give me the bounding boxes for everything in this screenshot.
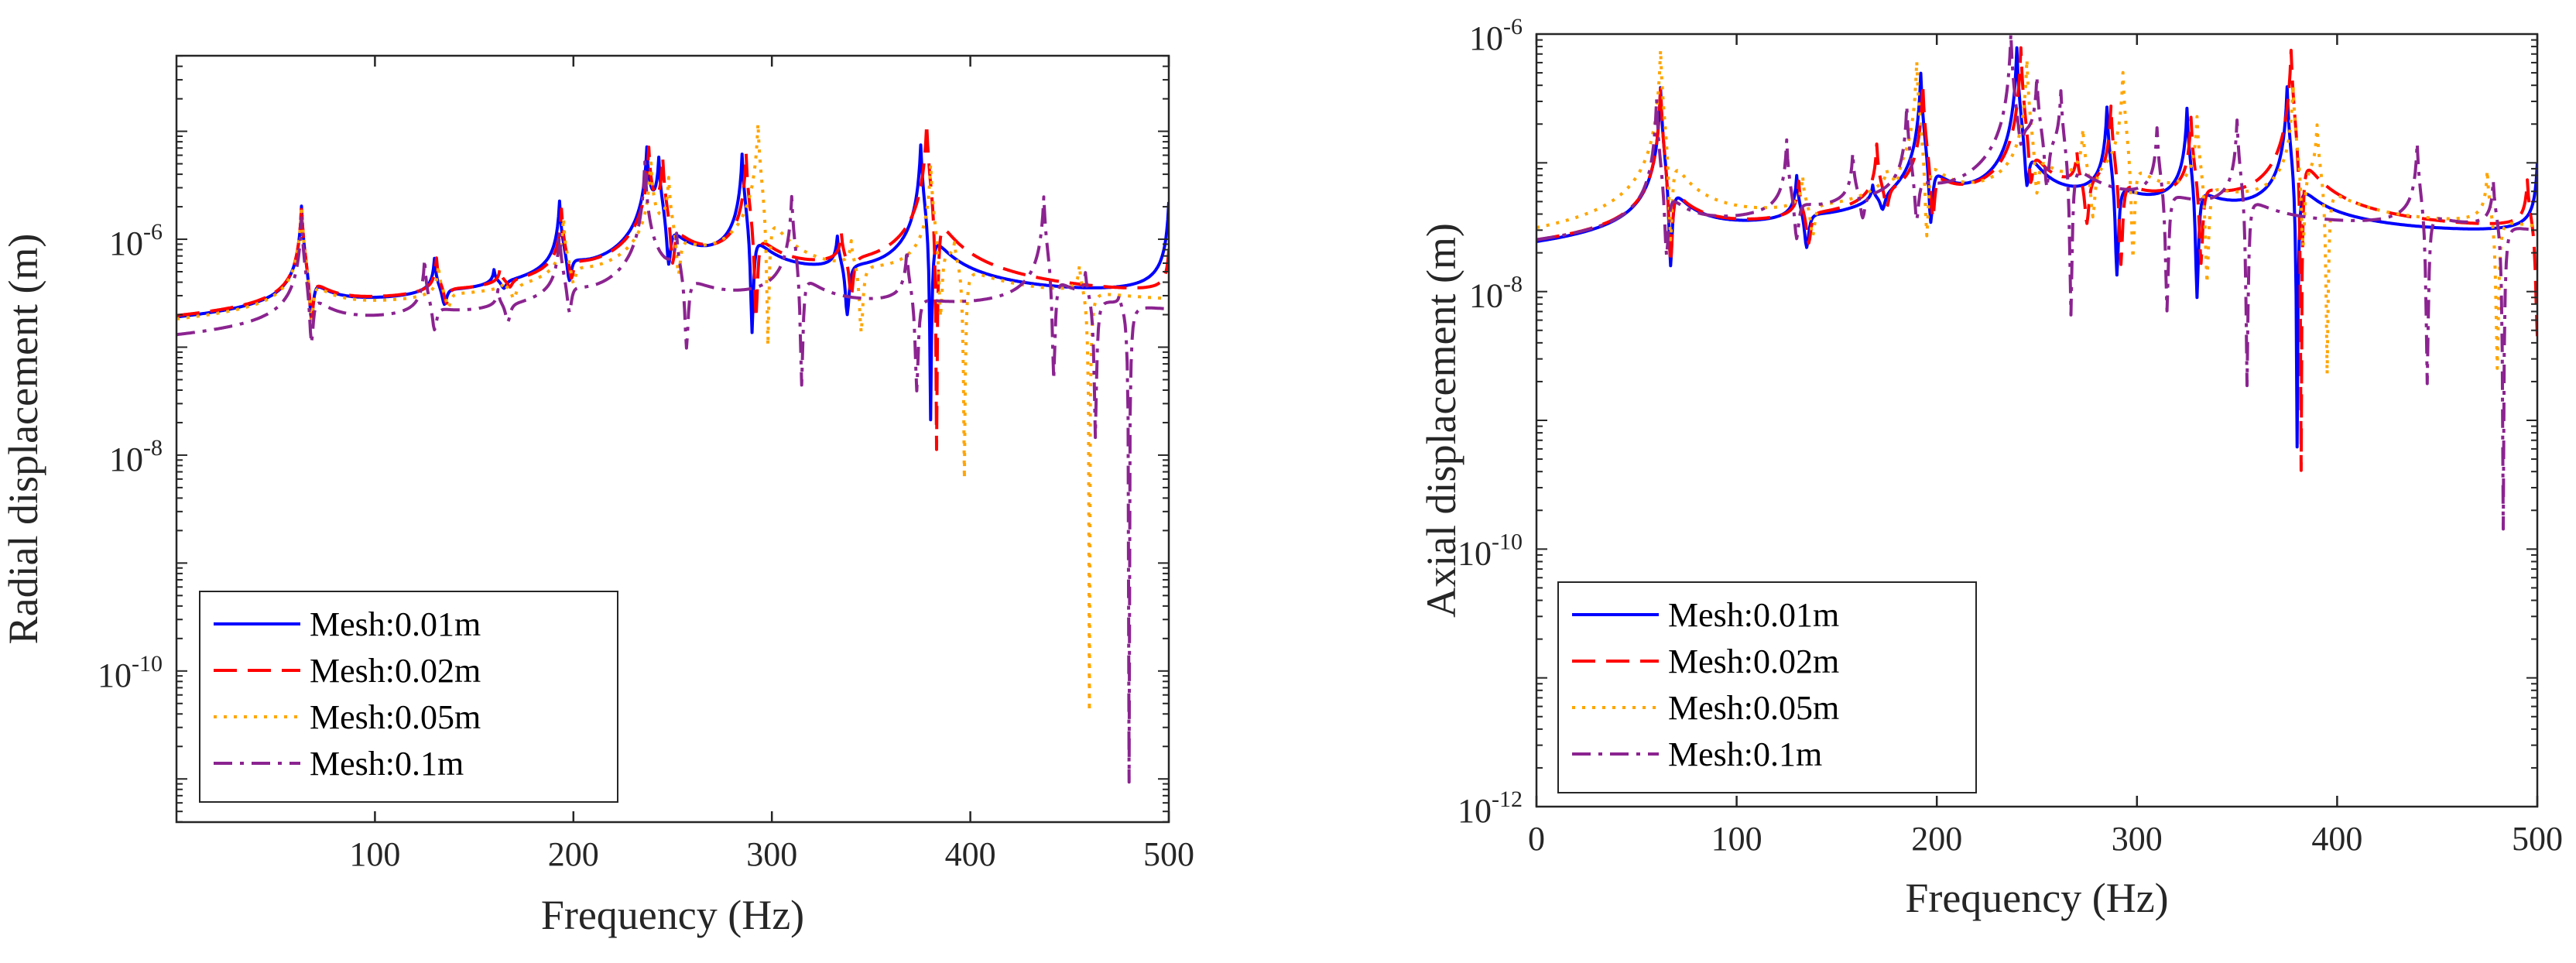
- x-tick-label: 0: [1528, 820, 1545, 858]
- series-lines: [176, 122, 1169, 784]
- series-line-mesh-0-01m: [176, 143, 1169, 422]
- y-tick-label: 10-12: [1458, 787, 1523, 830]
- series-line-mesh-0-05m: [1536, 48, 2537, 376]
- series-line-mesh-0-02m: [1536, 46, 2537, 472]
- legend-label: Mesh:0.02m: [1668, 643, 1839, 680]
- series-line-mesh-0-1m: [1536, 34, 2537, 531]
- chart-panel-1: 100 200 300 400 500 10-6 10-8 10-10 Frequency (H…: [0, 54, 1194, 938]
- y-tick-label: 10-6: [109, 219, 163, 262]
- legend-label: Mesh:0.05m: [310, 698, 481, 736]
- x-tick-label: 400: [2311, 820, 2362, 858]
- y-tick-label: 10-10: [1458, 529, 1523, 572]
- legend-label: Mesh:0.01m: [1668, 596, 1839, 634]
- x-tick-label: 200: [548, 835, 599, 873]
- legend-label: Mesh:0.01m: [310, 605, 481, 643]
- y-tick-label: 10-10: [98, 651, 163, 694]
- x-tick-label: 500: [2512, 820, 2563, 858]
- series-lines: [1536, 34, 2537, 531]
- legend-label: Mesh:0.02m: [310, 652, 481, 690]
- y-tick-label: 10-6: [1469, 14, 1523, 57]
- y-tick-label: 10-8: [109, 435, 163, 478]
- series-line-mesh-0-02m: [176, 122, 1169, 451]
- series-line-mesh-0-05m: [176, 122, 1169, 713]
- x-tick-label: 300: [746, 835, 797, 873]
- chart-panel-2: 0 100 200 300 400 500 10-6 10-8 10-10 10-12 Freque…: [1418, 14, 2563, 921]
- x-tick-label: 500: [1143, 835, 1194, 873]
- legend: Mesh:0.01m Mesh:0.02m Mesh:0.05m Mesh:0.1m: [1557, 581, 1977, 793]
- x-axis-label: Frequency (Hz): [1905, 875, 2168, 921]
- x-axis-label: Frequency (Hz): [541, 892, 804, 938]
- legend-label: Mesh:0.05m: [1668, 689, 1839, 727]
- x-tick-label: 100: [1711, 820, 1762, 858]
- axes-frame: [175, 54, 1170, 824]
- y-tick-label: 10-8: [1469, 272, 1523, 315]
- legend-box: [199, 591, 618, 803]
- x-tick-label: 200: [1911, 820, 1962, 858]
- legend-box: [1557, 581, 1977, 793]
- y-axis-label: Axial displacement (m): [1418, 223, 1464, 618]
- legend: Mesh:0.01m Mesh:0.02m Mesh:0.05m Mesh:0.1m: [199, 591, 618, 803]
- series-line-mesh-0-1m: [176, 160, 1169, 784]
- x-tick-label: 400: [945, 835, 996, 873]
- y-axis-label: Radial displacement (m): [0, 234, 46, 645]
- x-tick-label: 100: [349, 835, 400, 873]
- x-tick-label: 300: [2112, 820, 2163, 858]
- legend-label: Mesh:0.1m: [1668, 735, 1822, 773]
- legend-label: Mesh:0.1m: [310, 745, 464, 783]
